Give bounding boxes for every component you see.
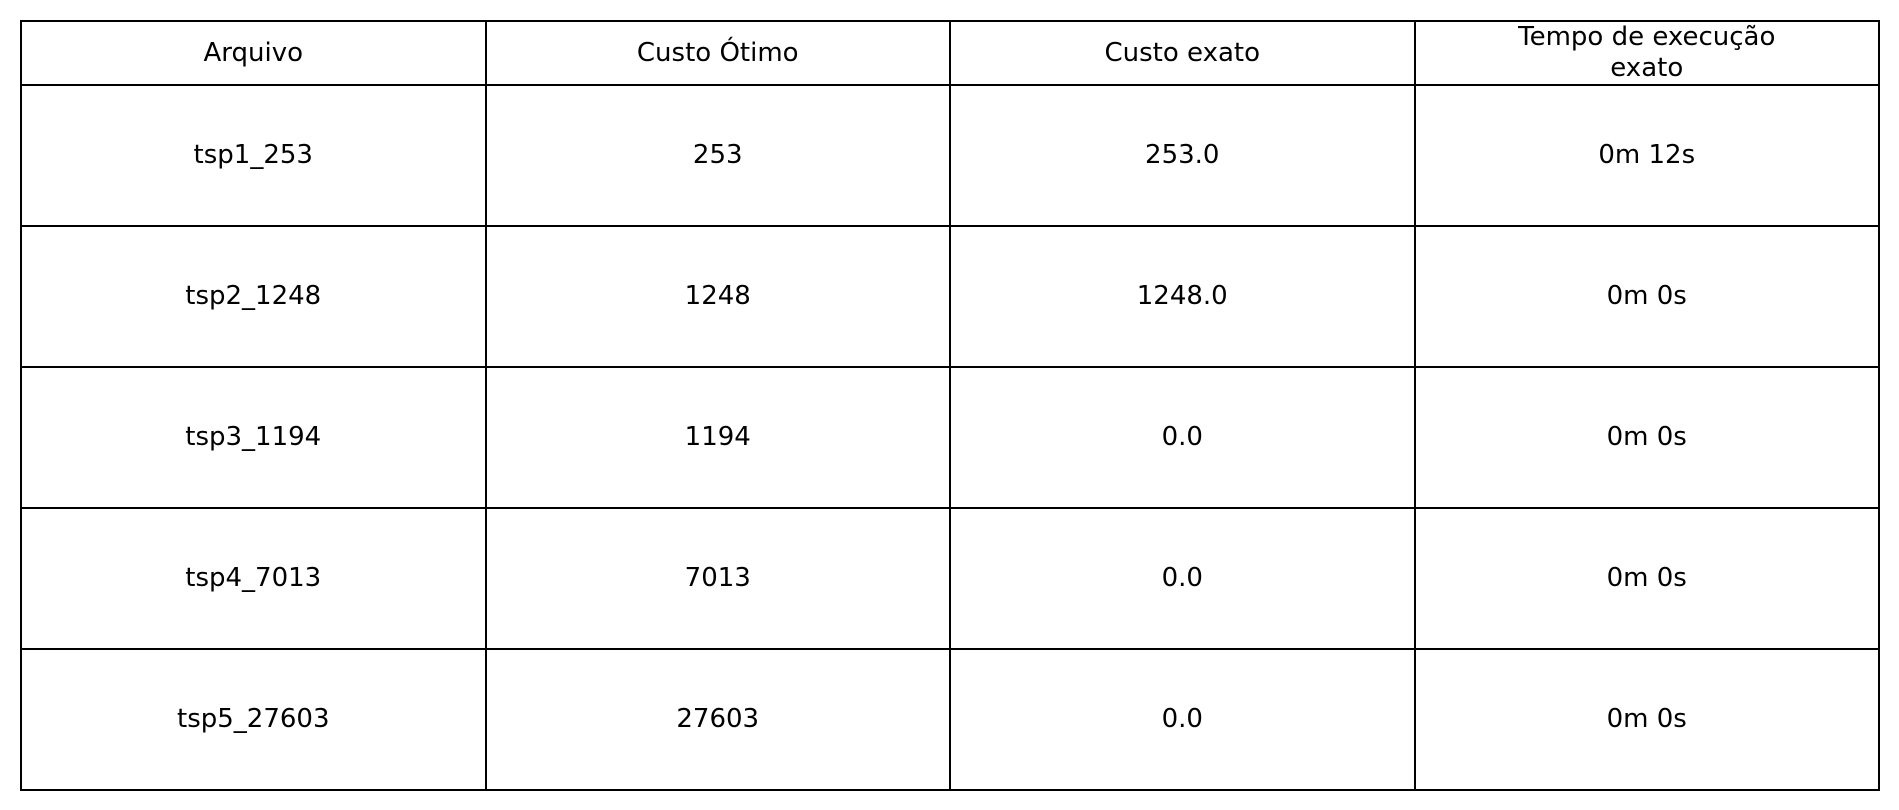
column-header: Custo exato	[949, 20, 1416, 86]
table-cell: 253.0	[949, 84, 1416, 227]
table-cell: 0m 0s	[1413, 648, 1880, 791]
table-row: tsp4_7013 7013 0.0 0m 0s	[20, 507, 1880, 650]
table-cell: 0m 12s	[1413, 84, 1880, 227]
table-cell: tsp3_1194	[20, 366, 487, 509]
table-cell: 0.0	[949, 366, 1416, 509]
table-cell: 253	[484, 84, 951, 227]
table-cell: 7013	[484, 507, 951, 650]
results-table: Arquivo Custo Ótimo Custo exato Tempo de ex…	[20, 20, 1880, 791]
column-header: Arquivo	[20, 20, 487, 86]
table-cell: 1194	[484, 366, 951, 509]
table-row: tsp3_1194 1194 0.0 0m 0s	[20, 366, 1880, 509]
table-cell: 1248.0	[949, 225, 1416, 368]
table-body: tsp1_253 253 253.0 0m 12s tsp2_1248 1248 1248.…	[20, 84, 1880, 791]
table-cell: 0m 0s	[1413, 225, 1880, 368]
table-cell: 1248	[484, 225, 951, 368]
table-row: tsp1_253 253 253.0 0m 12s	[20, 84, 1880, 227]
table-cell: 0.0	[949, 648, 1416, 791]
table-cell: 0m 0s	[1413, 366, 1880, 509]
table-cell: 27603	[484, 648, 951, 791]
table-cell: 0.0	[949, 507, 1416, 650]
table-cell: tsp2_1248	[20, 225, 487, 368]
table-cell: tsp1_253	[20, 84, 487, 227]
table-row: tsp5_27603 27603 0.0 0m 0s	[20, 648, 1880, 791]
column-header: Tempo de execução exato	[1413, 20, 1880, 86]
table-cell: 0m 0s	[1413, 507, 1880, 650]
table-cell: tsp4_7013	[20, 507, 487, 650]
table-header-row: Arquivo Custo Ótimo Custo exato Tempo de ex…	[20, 20, 1880, 86]
table-row: tsp2_1248 1248 1248.0 0m 0s	[20, 225, 1880, 368]
table-cell: tsp5_27603	[20, 648, 487, 791]
column-header: Custo Ótimo	[484, 20, 951, 86]
